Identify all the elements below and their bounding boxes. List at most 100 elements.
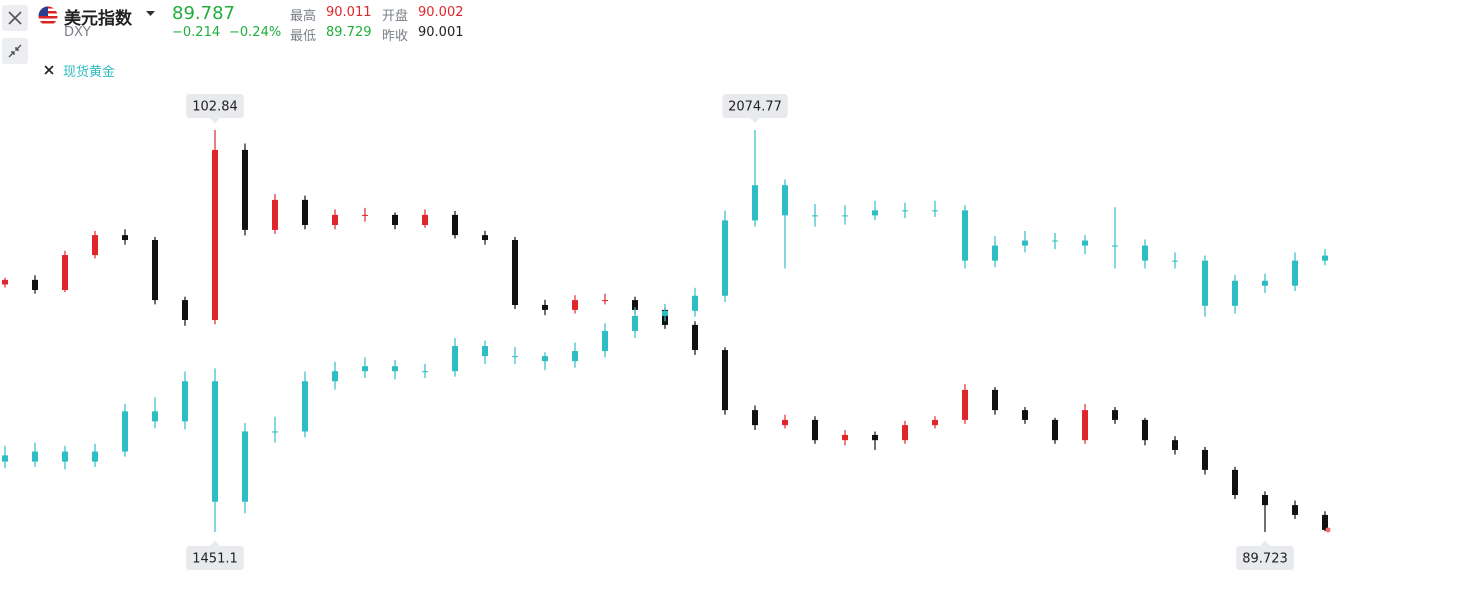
candle-body — [1022, 240, 1028, 246]
callout-box — [722, 94, 788, 118]
candle-body — [92, 235, 98, 256]
price: 89.787 — [172, 3, 235, 24]
candle-body — [1022, 410, 1028, 420]
candle-body — [872, 210, 878, 216]
candle-body — [362, 214, 368, 216]
candle-body — [962, 210, 968, 261]
candle-body — [932, 210, 938, 212]
close-icon — [8, 11, 22, 25]
candle-body — [182, 300, 188, 321]
candle-body — [632, 300, 638, 310]
candle-body — [422, 214, 428, 226]
candle-body — [542, 304, 548, 310]
extreme-label: 2074.77 — [728, 100, 782, 115]
candle-body — [1232, 469, 1238, 496]
candle-body — [2, 279, 8, 285]
flag-icon — [38, 6, 58, 26]
candle-body — [842, 215, 848, 217]
candle-body — [242, 431, 248, 502]
stat-value: 90.002 — [418, 5, 464, 20]
candle-body — [1202, 260, 1208, 306]
candle-body — [812, 215, 818, 217]
candle-body — [2, 455, 8, 462]
stat-value: 90.011 — [326, 5, 372, 20]
candle-body — [1202, 449, 1208, 470]
candle-body — [962, 389, 968, 420]
candle-body — [722, 220, 728, 296]
candle-body — [872, 434, 878, 441]
callout-box — [186, 94, 244, 118]
candle-body — [302, 381, 308, 432]
candle-body — [1052, 419, 1058, 441]
candle-body — [902, 425, 908, 441]
candle-body — [752, 410, 758, 426]
candle-body — [482, 346, 488, 357]
candle-body — [1262, 280, 1268, 286]
candle-body — [692, 295, 698, 311]
candle-body — [122, 411, 128, 452]
candle-series — [2, 130, 1328, 532]
collapse-icon — [8, 44, 22, 58]
candle-body — [782, 419, 788, 426]
stat-label: 最低 — [290, 29, 317, 44]
candle-body — [932, 419, 938, 426]
candle-body — [602, 300, 608, 302]
candle-body — [332, 214, 338, 226]
candle-body — [992, 245, 998, 261]
candle-body — [542, 356, 548, 362]
dropdown-caret[interactable] — [146, 10, 156, 18]
stat-label: 昨收 — [382, 29, 409, 44]
candle-body — [992, 389, 998, 411]
candle-body — [752, 185, 758, 221]
symbol-title[interactable]: 美元指数 — [64, 9, 132, 29]
stat-value: 90.001 — [418, 25, 464, 40]
candle-body — [1112, 245, 1118, 247]
candle-body — [272, 431, 278, 433]
close-button[interactable] — [2, 5, 28, 31]
candle-body — [392, 214, 398, 226]
candle-body — [812, 419, 818, 441]
candle-body — [1142, 419, 1148, 441]
candle-body — [1112, 410, 1118, 420]
candle-body — [632, 315, 638, 331]
candle-body — [512, 356, 518, 358]
legend-entry[interactable]: 现货黄金 — [63, 65, 116, 80]
candle-body — [392, 366, 398, 372]
candle-body — [212, 381, 218, 502]
collapse-button[interactable] — [2, 38, 28, 64]
candle-body — [662, 310, 668, 316]
candle-body — [302, 199, 308, 226]
candle-body — [1292, 260, 1298, 286]
candle-body — [62, 255, 68, 290]
candle-body — [122, 235, 128, 241]
candle-body — [422, 371, 428, 373]
candle-body — [212, 149, 218, 321]
candle-body — [1292, 505, 1298, 515]
callout-pointer — [210, 541, 220, 546]
candle-body — [692, 324, 698, 351]
candle-body — [452, 214, 458, 236]
candle-body — [902, 210, 908, 212]
candle-body — [242, 149, 248, 230]
candle-body — [1262, 495, 1268, 506]
stat-value: 89.729 — [326, 25, 372, 40]
candle-body — [602, 330, 608, 352]
candle-body — [1082, 240, 1088, 246]
candle-body — [452, 346, 458, 372]
callout-pointer — [1260, 541, 1270, 546]
candle-body — [1052, 240, 1058, 242]
candle-body — [1172, 260, 1178, 262]
stat-label: 最高 — [290, 9, 317, 24]
candle-body — [62, 451, 68, 462]
candle-body — [1142, 245, 1148, 261]
extreme-label: 102.84 — [192, 100, 238, 115]
candle-body — [272, 199, 278, 230]
candle-body — [182, 381, 188, 422]
candle-body — [722, 350, 728, 411]
candle-body — [152, 240, 158, 301]
candle-body — [1082, 410, 1088, 441]
symbol-code: DXY — [64, 25, 91, 40]
remove-compare[interactable] — [44, 65, 54, 75]
